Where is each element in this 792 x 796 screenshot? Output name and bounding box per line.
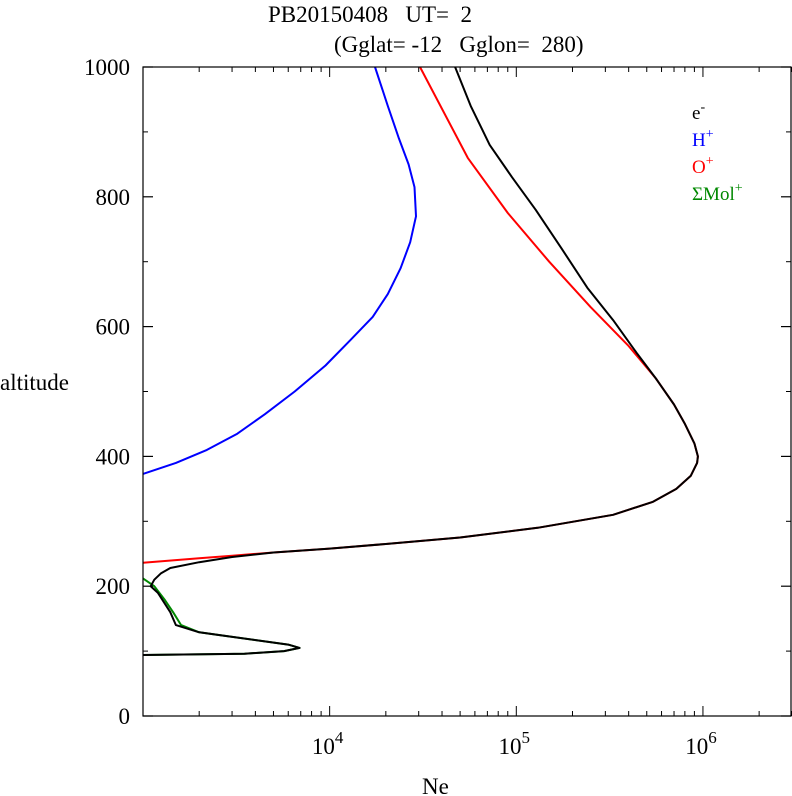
y-tick-label: 0	[119, 704, 131, 729]
x-axis-label: Ne	[422, 774, 449, 796]
series-line-1	[142, 66, 417, 475]
y-tick-label: 600	[96, 315, 131, 340]
x-tick-label: 105	[499, 728, 531, 759]
legend-entry-3: ΣMol+	[692, 181, 743, 205]
x-tick-label: 104	[312, 728, 344, 759]
x-axis-ticks: 104 105 106	[142, 67, 792, 759]
y-axis-ticks: 0 200 400 600 800 1000	[84, 55, 791, 729]
chart-title-line2: (Gglat= -12 Gglon= 280)	[334, 32, 584, 57]
series-line-2	[142, 66, 699, 564]
y-tick-label: 200	[96, 574, 131, 599]
y-axis-label: altitude	[0, 370, 69, 395]
series-layer	[142, 66, 699, 656]
y-tick-label: 1000	[84, 55, 130, 80]
legend-entry-1: H+	[692, 127, 714, 151]
legend-entry-2: O+	[692, 154, 714, 178]
x-tick-label: 106	[685, 728, 717, 759]
legend: e- H+ O+ ΣMol+	[692, 100, 743, 205]
series-line-0	[142, 66, 699, 656]
y-tick-label: 800	[96, 185, 131, 210]
y-tick-label: 400	[96, 444, 131, 469]
chart-title-line1: PB20150408 UT= 2	[268, 2, 472, 27]
legend-entry-0: e-	[692, 100, 705, 124]
